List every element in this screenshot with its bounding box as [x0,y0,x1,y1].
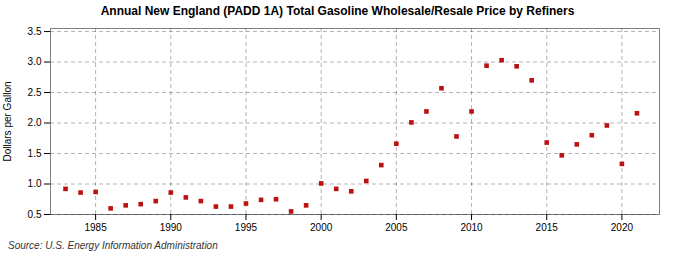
svg-text:1.5: 1.5 [28,148,42,159]
svg-text:2.0: 2.0 [28,117,42,128]
svg-text:Dollars per Gallon: Dollars per Gallon [2,81,13,161]
html-text:Source: U.S. Energy Informatio: Source: U.S. Energy Information Administ… [8,240,218,251]
svg-text:2020: 2020 [611,222,634,233]
svg-text:1985: 1985 [84,222,107,233]
svg-text:1.0: 1.0 [28,178,42,189]
svg-text:2015: 2015 [536,222,559,233]
svg-text:1995: 1995 [235,222,258,233]
svg-text:2000: 2000 [310,222,333,233]
svg-text:0.5: 0.5 [28,209,42,220]
svg-text:1990: 1990 [160,222,183,233]
html-text:Annual New England (PADD 1A) T: Annual New England (PADD 1A) Total Gasol… [100,4,575,18]
svg-text:2005: 2005 [385,222,408,233]
svg-text:3.5: 3.5 [28,26,42,37]
svg-text:3.0: 3.0 [28,56,42,67]
svg-text:2010: 2010 [460,222,483,233]
svg-text:2.5: 2.5 [28,87,42,98]
